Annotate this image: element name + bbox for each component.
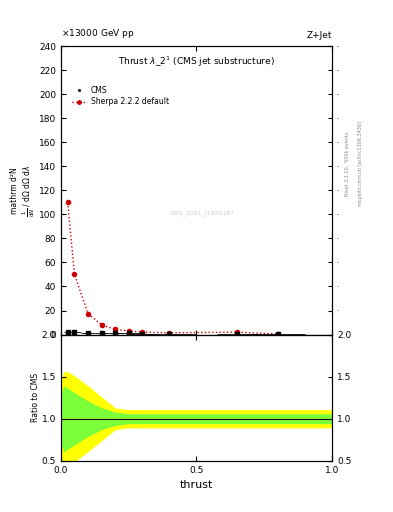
X-axis label: thrust: thrust [180,480,213,490]
Text: $\times$13000 GeV pp: $\times$13000 GeV pp [61,27,134,40]
Text: Z+Jet: Z+Jet [307,31,332,40]
Text: Rivet 3.1.10,  500k events: Rivet 3.1.10, 500k events [345,132,350,196]
Legend: CMS, Sherpa 2.2.2 default: CMS, Sherpa 2.2.2 default [70,84,171,108]
Text: CMS_2021_I1920187: CMS_2021_I1920187 [169,210,234,216]
Y-axis label: mathrm d²N
$\frac{1}{\mathrm{d}N}$ / $\mathrm{d}\Omega$ $\mathrm{d}\Omega$ $\mat: mathrm d²N $\frac{1}{\mathrm{d}N}$ / $\m… [10,164,37,217]
Y-axis label: Ratio to CMS: Ratio to CMS [31,373,40,422]
Text: mcplots.cern.ch [arXiv:1306.3436]: mcplots.cern.ch [arXiv:1306.3436] [358,121,363,206]
Text: Thrust $\lambda\_2^1$ (CMS jet substructure): Thrust $\lambda\_2^1$ (CMS jet substruct… [118,55,275,69]
